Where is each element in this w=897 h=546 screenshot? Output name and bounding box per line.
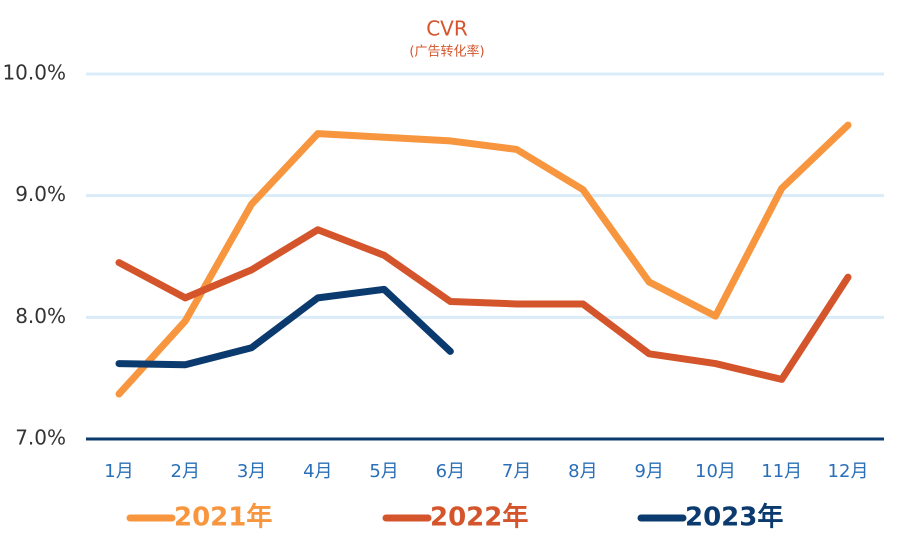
x-tick-label: 2月 [171,461,200,482]
series-line [115,285,454,369]
x-tick-label: 1月 [104,461,133,482]
y-tick-label: 8.0% [15,304,66,328]
legend-label: 2023年 [685,502,783,533]
y-tick-label: 10.0% [2,61,66,85]
y-tick-label: 7.0% [15,426,66,450]
x-tick-label: 9月 [634,461,663,482]
x-tick-label: 5月 [369,461,398,482]
x-tick-label: 11月 [761,461,802,482]
x-tick-label: 7月 [502,461,531,482]
chart-subtitle: (广告转化率) [409,44,484,60]
series-line [115,121,852,398]
x-tick-label: 10月 [695,461,736,482]
legend-label: 2021年 [174,502,272,533]
x-tick-label: 12月 [828,461,869,482]
series-line [115,226,852,383]
x-tick-label: 3月 [237,461,266,482]
x-tick-label: 8月 [568,461,597,482]
x-tick-label: 6月 [436,461,465,482]
y-tick-label: 9.0% [15,182,66,206]
chart-title: CVR [426,17,468,41]
x-tick-label: 4月 [303,461,332,482]
legend-label: 2022年 [430,502,528,533]
